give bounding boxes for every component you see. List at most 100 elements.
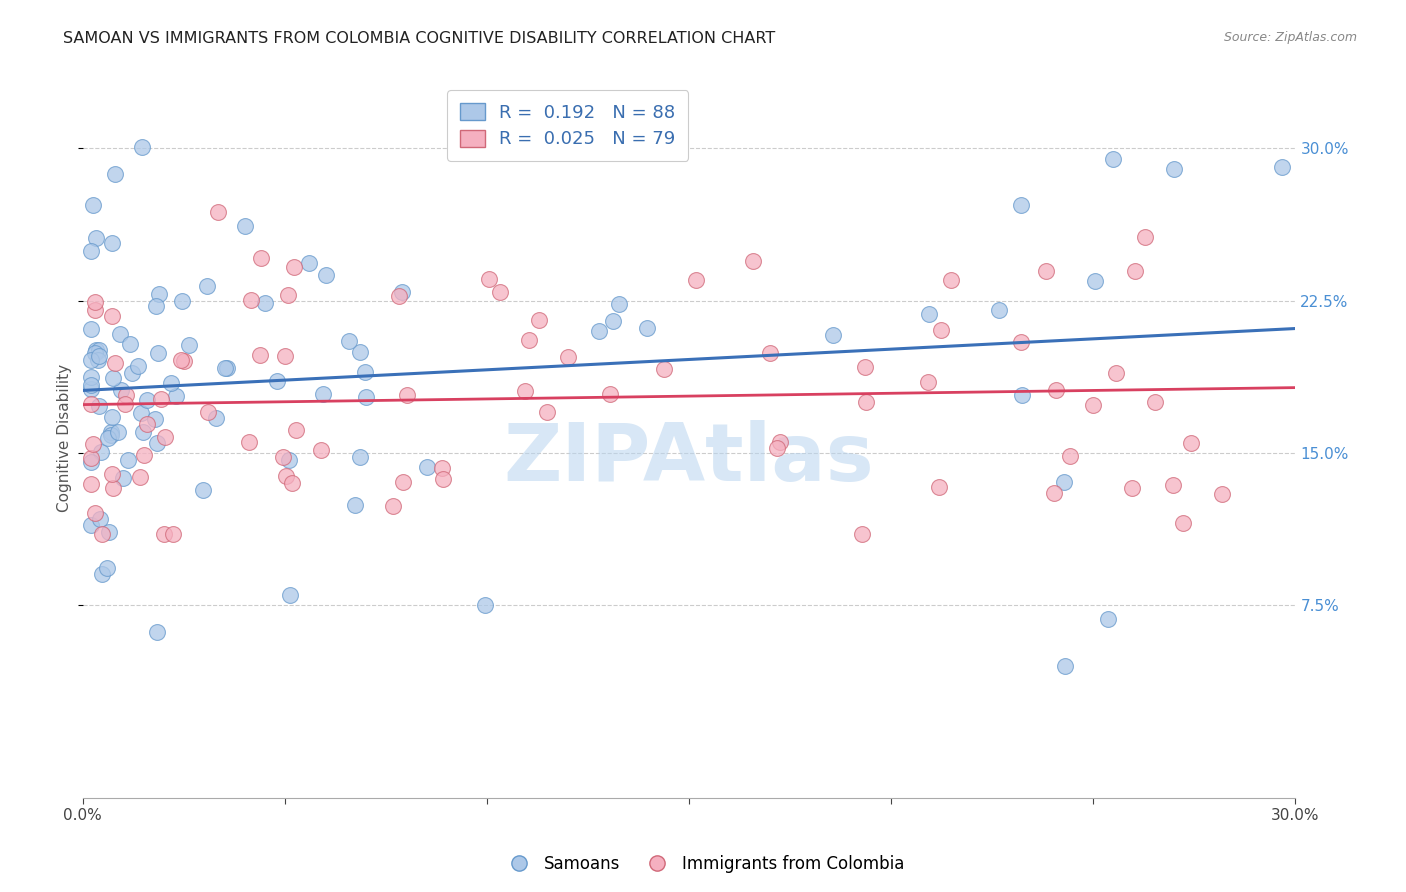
Point <box>110 383 132 397</box>
Point <box>1011 388 1033 402</box>
Point <box>87 399 110 413</box>
Point <box>987 302 1010 317</box>
Point <box>132 449 155 463</box>
Point <box>277 288 299 302</box>
Point <box>214 360 236 375</box>
Point <box>349 450 371 465</box>
Point <box>155 430 177 444</box>
Point <box>132 425 155 439</box>
Point <box>309 442 332 457</box>
Point <box>759 346 782 360</box>
Point <box>197 405 219 419</box>
Point <box>173 353 195 368</box>
Point <box>855 395 877 409</box>
Point <box>179 337 201 351</box>
Point <box>101 235 124 250</box>
Point <box>100 309 122 323</box>
Point <box>917 375 939 389</box>
Point <box>129 470 152 484</box>
Point <box>392 475 415 489</box>
Point <box>281 475 304 490</box>
Point <box>170 352 193 367</box>
Point <box>928 480 950 494</box>
Point <box>83 302 105 317</box>
Point <box>769 434 792 449</box>
Point <box>602 314 624 328</box>
Legend: R =  0.192   N = 88, R =  0.025   N = 79: R = 0.192 N = 88, R = 0.025 N = 79 <box>447 90 688 161</box>
Point <box>148 346 170 360</box>
Point <box>354 391 377 405</box>
Point <box>101 482 124 496</box>
Point <box>103 167 125 181</box>
Point <box>1053 659 1076 673</box>
Point <box>513 384 536 399</box>
Point <box>217 361 239 376</box>
Point <box>1059 449 1081 463</box>
Point <box>207 204 229 219</box>
Point <box>276 468 298 483</box>
Point <box>114 387 136 401</box>
Point <box>1102 152 1125 166</box>
Point <box>395 388 418 402</box>
Point <box>233 219 256 234</box>
Point <box>101 371 124 385</box>
Point <box>145 299 167 313</box>
Point <box>89 511 111 525</box>
Point <box>90 527 112 541</box>
Point <box>1173 516 1195 530</box>
Legend: Samoans, Immigrants from Colombia: Samoans, Immigrants from Colombia <box>495 848 911 880</box>
Point <box>1121 481 1143 495</box>
Point <box>285 423 308 437</box>
Point <box>271 450 294 465</box>
Point <box>83 507 105 521</box>
Point <box>80 377 103 392</box>
Point <box>315 268 337 283</box>
Point <box>416 459 439 474</box>
Point <box>283 260 305 275</box>
Point <box>430 461 453 475</box>
Point <box>1211 486 1233 500</box>
Point <box>685 272 707 286</box>
Point <box>766 441 789 455</box>
Point <box>489 285 512 300</box>
Point <box>118 337 141 351</box>
Point <box>107 425 129 439</box>
Point <box>121 367 143 381</box>
Point <box>1180 436 1202 450</box>
Point <box>1270 160 1292 174</box>
Point <box>1045 383 1067 397</box>
Point <box>127 359 149 373</box>
Point <box>89 349 111 363</box>
Point <box>159 376 181 390</box>
Point <box>941 273 963 287</box>
Point <box>111 471 134 485</box>
Point <box>145 436 167 450</box>
Point <box>82 197 104 211</box>
Point <box>80 450 103 465</box>
Point <box>143 411 166 425</box>
Point <box>1097 612 1119 626</box>
Point <box>101 409 124 424</box>
Point <box>349 344 371 359</box>
Point <box>87 352 110 367</box>
Point <box>274 349 297 363</box>
Point <box>117 453 139 467</box>
Point <box>146 624 169 639</box>
Point <box>165 388 187 402</box>
Point <box>100 467 122 482</box>
Point <box>80 353 103 368</box>
Point <box>1035 264 1057 278</box>
Point <box>82 437 104 451</box>
Point <box>1081 398 1104 412</box>
Point <box>918 307 941 321</box>
Point <box>1084 274 1107 288</box>
Point <box>474 598 496 612</box>
Point <box>86 230 108 244</box>
Point <box>1105 366 1128 380</box>
Point <box>91 567 114 582</box>
Point <box>253 296 276 310</box>
Point <box>150 392 173 406</box>
Point <box>205 411 228 425</box>
Point <box>136 417 159 431</box>
Point <box>172 294 194 309</box>
